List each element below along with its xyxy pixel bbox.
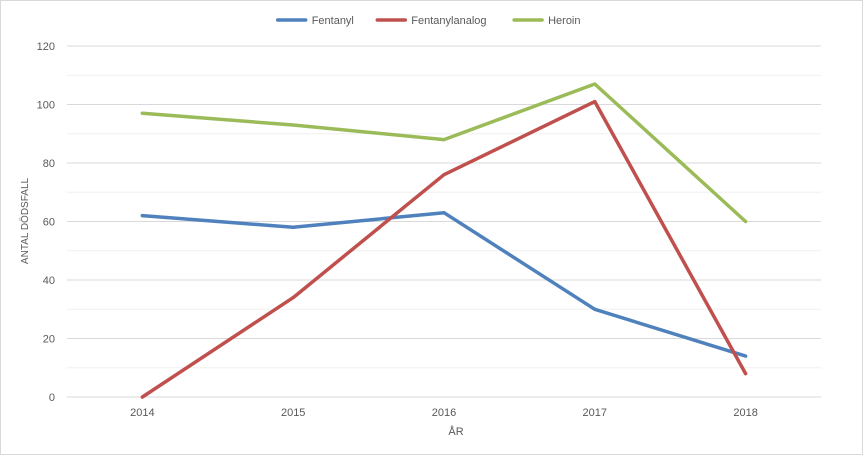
y-tick-label: 20 [43,334,55,346]
data-point-heroin [442,138,446,142]
series-line-fentanyl [140,210,748,358]
data-point-fentanylanalog [291,295,295,300]
grid-lines [67,45,821,369]
y-tick-label: 120 [37,41,55,53]
x-axis-title: ÅR [448,425,463,438]
data-point-fentanylanalog [442,173,446,177]
x-tick-label: 2017 [583,407,607,419]
y-tick-label: 40 [43,275,55,287]
data-point-fentanyl [291,225,295,229]
y-tick-label: 0 [49,392,55,404]
data-point-fentanyl [593,307,597,311]
axes: 0 20 40 60 80 100 120 2014 2015 2016 2017 2018 [37,41,821,419]
y-axis-title: ANTAL DÖDSFALL [19,177,31,264]
y-tick-label: 80 [43,158,55,170]
data-point-fentanyl [744,354,748,358]
x-tick-label: 2015 [281,407,305,419]
data-point-fentanyl [442,211,446,215]
data-point-heroin [744,219,748,224]
data-point-fentanylanalog [140,395,144,399]
data-point-heroin [291,123,295,127]
y-tick-label: 60 [43,217,55,229]
legend-label-fentanyl: Fentanyl [312,15,354,27]
data-point-fentanyl [140,214,144,218]
x-tick-label: 2016 [432,407,456,419]
data-point-fentanylanalog [593,99,597,104]
x-tick-label: 2014 [130,407,154,419]
data-point-heroin [140,111,144,115]
legend-label-fentanylanalog: Fentanylanalog [411,15,486,27]
x-tick-label: 2018 [733,407,757,419]
data-point-fentanylanalog [744,372,748,376]
y-tick-label: 100 [37,100,55,112]
series-lines [140,82,748,399]
series-line-fentanylanalog [140,99,748,399]
data-point-heroin [593,82,597,86]
legend-label-heroin: Heroin [548,15,580,27]
legend: Fentanyl Fentanylanalog Heroin [275,15,581,27]
